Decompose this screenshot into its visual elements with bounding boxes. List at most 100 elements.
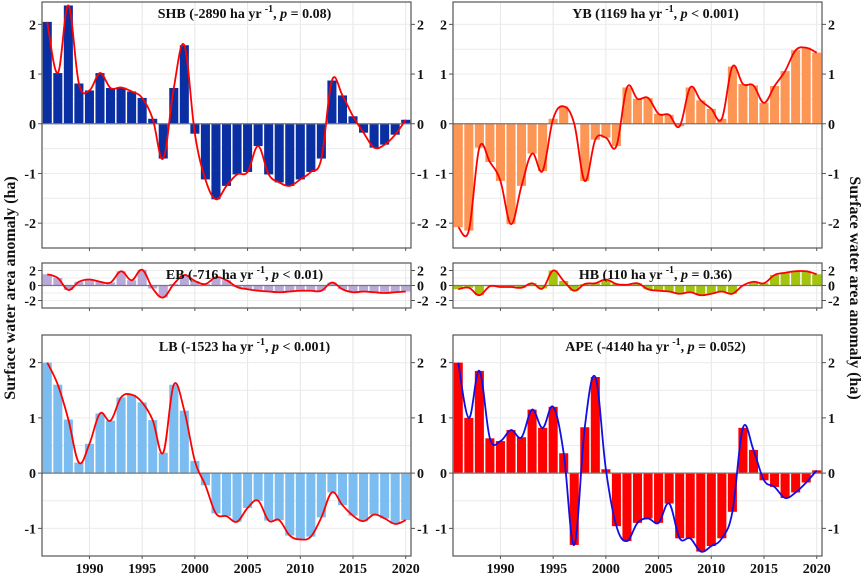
bar-lb-2008 xyxy=(274,473,284,521)
bar-hb-1996 xyxy=(559,281,569,286)
bar-eb-1993 xyxy=(116,271,126,286)
bar-lb-2004 xyxy=(232,473,242,522)
panel-lb: -1 -1 0 0 1 1 2 2 1990 1995 2000 2005 2010 2015 2020 LB… xyxy=(24,334,429,576)
bar-ape-2013 xyxy=(738,427,748,474)
ytick-label-right: -2 xyxy=(417,295,429,310)
ytick-label-right: -2 xyxy=(828,217,840,232)
ytick-label-left: 2 xyxy=(29,265,36,280)
bar-shb-2012 xyxy=(316,123,326,159)
ytick-label-left: 2 xyxy=(440,357,447,372)
ytick-label-right: 2 xyxy=(828,357,835,372)
bar-shb-2020 xyxy=(401,119,411,124)
xtick-label: 2020 xyxy=(392,562,420,576)
bar-eb-2006 xyxy=(253,285,263,291)
bar-eb-2014 xyxy=(337,285,348,290)
bar-hb-2009 xyxy=(696,285,706,296)
bar-lb-1987 xyxy=(53,384,63,474)
panel-title: LB (-1523 ha yr -1, p < 0.001) xyxy=(159,337,331,355)
bar-ape-1991 xyxy=(506,430,516,474)
bar-eb-2020 xyxy=(401,285,411,292)
xtick-label: 2000 xyxy=(592,562,620,576)
bar-ape-2011 xyxy=(717,473,727,539)
bar-yb-1990 xyxy=(495,123,505,181)
bar-eb-1988 xyxy=(63,285,73,290)
bar-shb-2001 xyxy=(200,123,210,180)
bar-ape-1997 xyxy=(569,473,579,545)
bar-lb-2019 xyxy=(390,473,400,524)
ytick-label-left: 0 xyxy=(440,467,447,482)
bar-hb-2008 xyxy=(685,285,695,293)
y-axis-title-left: Surface water area anomaly (ha) xyxy=(2,176,19,399)
bar-hb-2005 xyxy=(654,285,664,291)
bar-lb-2020 xyxy=(401,473,411,521)
bar-ape-1988 xyxy=(474,370,484,474)
bar-lb-2015 xyxy=(348,473,358,516)
bar-eb-2002 xyxy=(211,277,221,286)
panel-hb: -2 -20 02 2HB (110 ha yr -1, p = 0.36) xyxy=(435,262,840,311)
bar-lb-1992 xyxy=(105,420,116,474)
bar-ape-2015 xyxy=(759,473,769,481)
bar-hb-2017 xyxy=(780,272,790,286)
bar-eb-1992 xyxy=(105,282,116,286)
bar-hb-2018 xyxy=(791,271,801,286)
bar-shb-2009 xyxy=(285,123,295,186)
ytick-label-left: -2 xyxy=(24,295,36,310)
ytick-label-left: 0 xyxy=(29,467,36,482)
xtick-label: 2000 xyxy=(181,562,209,576)
bar-hb-2010 xyxy=(706,285,716,294)
plot-frame xyxy=(41,334,412,557)
bar-hb-2015 xyxy=(759,283,769,286)
bar-yb-2011 xyxy=(717,118,727,124)
bar-lb-2017 xyxy=(369,473,379,515)
bar-eb-2005 xyxy=(243,285,253,290)
bar-lb-2012 xyxy=(316,473,326,518)
bar-lb-2006 xyxy=(253,473,263,501)
ytick-label-left: -2 xyxy=(435,295,447,310)
ytick-label-left: 0 xyxy=(29,280,36,295)
ytick-label-right: 2 xyxy=(828,265,835,280)
bar-shb-1999 xyxy=(179,45,189,124)
bar-shb-2011 xyxy=(306,123,316,172)
bar-lb-1991 xyxy=(95,413,105,474)
bar-yb-2016 xyxy=(770,85,780,124)
bar-shb-2005 xyxy=(243,123,253,172)
ytick-label-left: 2 xyxy=(29,18,36,33)
xtick-label: 2010 xyxy=(697,562,725,576)
bar-shb-1992 xyxy=(105,87,116,124)
bar-eb-1997 xyxy=(158,285,168,298)
bar-yb-1987 xyxy=(464,123,474,231)
bar-yb-2005 xyxy=(654,113,664,124)
bar-shb-1988 xyxy=(63,5,73,124)
ytick-label-left: 0 xyxy=(440,118,447,133)
bar-yb-2020 xyxy=(812,52,822,124)
bar-yb-2014 xyxy=(748,85,759,124)
ytick-label-left: 2 xyxy=(29,357,36,372)
bar-yb-2019 xyxy=(801,47,811,124)
bar-hb-2011 xyxy=(717,285,727,292)
bar-shb-1995 xyxy=(137,97,147,124)
bar-hb-2020 xyxy=(812,274,822,286)
bar-ape-2018 xyxy=(791,473,801,493)
bar-hb-2004 xyxy=(643,285,653,290)
bar-hb-1995 xyxy=(548,270,558,286)
bar-yb-2009 xyxy=(696,100,706,124)
bar-lb-2018 xyxy=(380,473,390,519)
ytick-label-left: 1 xyxy=(29,68,36,83)
bar-yb-2002 xyxy=(622,87,632,124)
ytick-label-left: 2 xyxy=(440,18,447,33)
bar-lb-1997 xyxy=(158,452,168,474)
bar-lb-1986 xyxy=(42,362,52,474)
bar-ape-2012 xyxy=(727,473,737,512)
smooth-line-ape xyxy=(457,362,818,553)
bar-eb-1999 xyxy=(179,275,189,286)
ytick-label-right: 1 xyxy=(828,412,835,427)
plot-frame xyxy=(41,1,412,249)
bar-shb-2003 xyxy=(221,123,232,186)
xtick-label: 2010 xyxy=(286,562,314,576)
ytick-label-right: 0 xyxy=(417,118,424,133)
bar-yb-1989 xyxy=(485,123,495,163)
bar-hb-2003 xyxy=(632,283,643,286)
ytick-label-left: -2 xyxy=(435,217,447,232)
bar-eb-2017 xyxy=(369,285,379,293)
ytick-label-right: 2 xyxy=(417,265,424,280)
